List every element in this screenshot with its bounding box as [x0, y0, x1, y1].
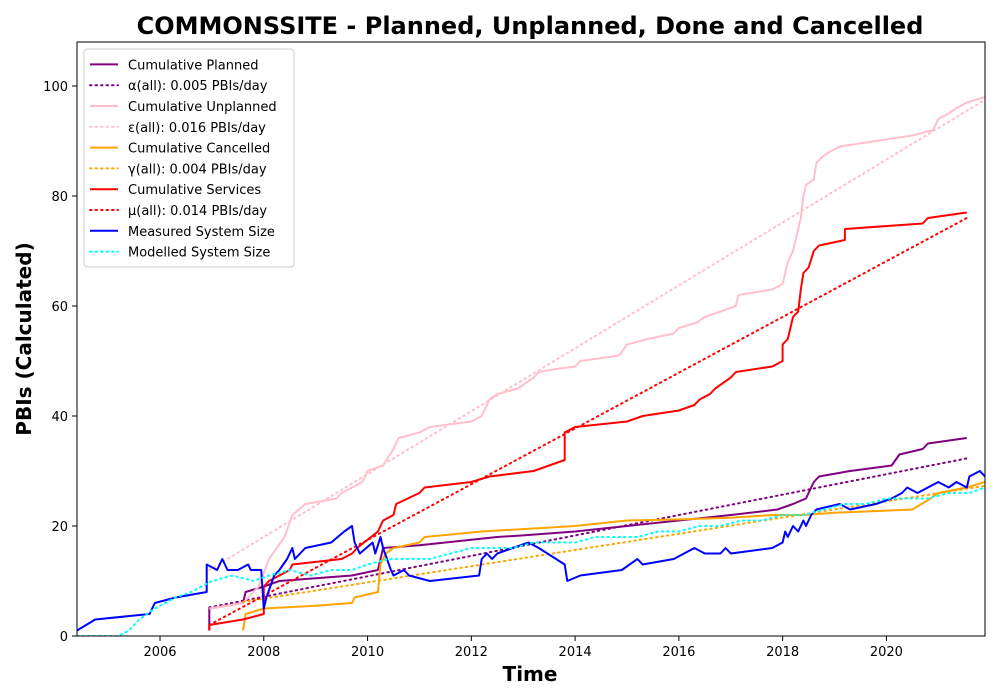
- chart-title: COMMONSSITE - Planned, Unplanned, Done a…: [137, 12, 924, 40]
- series-line-4: [242, 481, 985, 631]
- legend-label: Cumulative Planned: [128, 58, 258, 73]
- x-tick-label: 2008: [247, 645, 280, 660]
- series-line-1: [208, 457, 968, 609]
- x-axis: 2006 2008 2010 2012 2014 2016 2018 2020: [143, 636, 903, 660]
- legend-label: α(all): 0.005 PBIs/day: [128, 79, 268, 94]
- y-tick-label: 20: [51, 520, 68, 535]
- series-line-9: [77, 486, 985, 636]
- y-tick-label: 60: [51, 300, 68, 315]
- series-line-7: [208, 217, 968, 626]
- legend-label: Cumulative Cancelled: [128, 142, 270, 157]
- legend-label: ε(all): 0.016 PBIs/day: [128, 121, 266, 136]
- series-line-5: [242, 484, 985, 603]
- y-axis: 0 20 40 60 80 100: [43, 80, 77, 645]
- series-line-2: [209, 96, 985, 610]
- legend-box: [83, 48, 295, 268]
- x-tick-label: 2016: [662, 645, 695, 660]
- legend-label: μ(all): 0.014 PBIs/day: [128, 204, 267, 219]
- y-tick-label: 100: [43, 80, 68, 95]
- legend-label: γ(all): 0.004 PBIs/day: [128, 162, 267, 177]
- y-tick-label: 40: [51, 410, 68, 425]
- x-tick-label: 2012: [455, 645, 488, 660]
- series-line-0: [208, 437, 967, 631]
- legend-label: Cumulative Services: [128, 183, 261, 198]
- y-axis-title: PBIs (Calculated): [12, 242, 36, 435]
- x-tick-label: 2020: [870, 645, 903, 660]
- series-line-3: [208, 98, 985, 571]
- x-tick-label: 2006: [143, 645, 176, 660]
- x-axis-title: Time: [503, 662, 558, 686]
- series-line-8: [77, 470, 985, 632]
- x-tick-label: 2018: [766, 645, 799, 660]
- y-tick-label: 0: [60, 630, 68, 645]
- y-tick-label: 80: [51, 190, 68, 205]
- legend-label: Cumulative Unplanned: [128, 100, 277, 115]
- legend-label: Modelled System Size: [128, 246, 270, 261]
- legend: Cumulative Planned α(all): 0.005 PBIs/day…: [83, 48, 295, 268]
- series-layer: [77, 96, 985, 636]
- legend-label: Measured System Size: [128, 225, 275, 240]
- series-line-6: [208, 211, 967, 631]
- x-tick-label: 2014: [559, 645, 592, 660]
- x-tick-label: 2010: [351, 645, 384, 660]
- plot-frame: [76, 41, 986, 637]
